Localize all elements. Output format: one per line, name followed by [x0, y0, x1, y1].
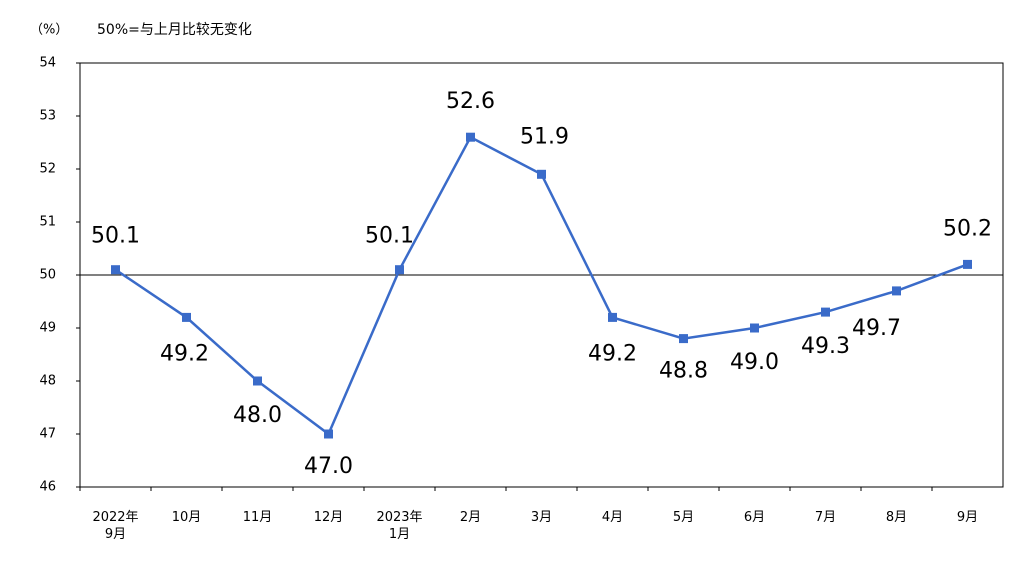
y-tick-label: 47: [39, 427, 56, 442]
point: [466, 132, 475, 142]
point: [182, 312, 191, 322]
x-tick-label: 2022年 9月: [92, 510, 139, 542]
point: [750, 323, 759, 333]
data-label: 50.2: [943, 216, 992, 241]
data-label: 49.0: [730, 350, 779, 375]
unit-label: （%）: [30, 23, 68, 38]
x-tick-label: 5月: [672, 510, 695, 525]
data-label: 48.0: [233, 403, 282, 428]
data-label: 49.2: [588, 341, 637, 366]
data-label: 51.9: [520, 124, 569, 149]
x-tick-label: 8月: [885, 510, 908, 525]
chart-note: 50%=与上月比较无变化: [97, 22, 252, 38]
x-tick-label: 2023年 1月: [376, 510, 423, 542]
data-label: 48.8: [659, 359, 708, 384]
x-tick-label: 9月: [956, 510, 979, 525]
point: [608, 312, 617, 322]
x-tick-label: 7月: [814, 510, 837, 525]
point: [892, 286, 901, 296]
x-tick-label: 10月: [171, 510, 202, 525]
x-tick-label: 4月: [601, 510, 624, 525]
x-tick-label: 12月: [313, 510, 344, 525]
point: [963, 259, 972, 269]
data-label: 50.1: [91, 224, 140, 249]
y-tick-label: 50: [39, 268, 56, 283]
y-tick-label: 49: [39, 321, 56, 336]
data-label: 50.1: [365, 224, 414, 249]
x-tick-label: 2月: [459, 510, 482, 525]
x-tick-label: 11月: [242, 510, 273, 525]
data-label: 49.3: [801, 334, 850, 359]
point: [253, 376, 262, 386]
y-tick-label: 53: [39, 109, 56, 124]
x-tick-label: 6月: [743, 510, 766, 525]
data-label: 49.2: [160, 341, 209, 366]
data-label: 52.6: [446, 89, 495, 114]
y-tick-label: 46: [39, 480, 56, 495]
point: [395, 265, 404, 275]
y-tick-label: 48: [39, 374, 56, 389]
line: [114, 135, 968, 436]
x-tick-label: 3月: [530, 510, 553, 525]
data-label: 49.7: [852, 316, 901, 341]
point: [111, 265, 120, 275]
y-tick-label: 52: [39, 162, 56, 177]
point: [821, 307, 830, 317]
data-label: 47.0: [304, 454, 353, 479]
y-tick-label: 51: [39, 215, 56, 230]
point: [324, 429, 333, 439]
point: [679, 334, 688, 344]
y-tick-label: 54: [39, 56, 56, 71]
point: [537, 169, 546, 179]
